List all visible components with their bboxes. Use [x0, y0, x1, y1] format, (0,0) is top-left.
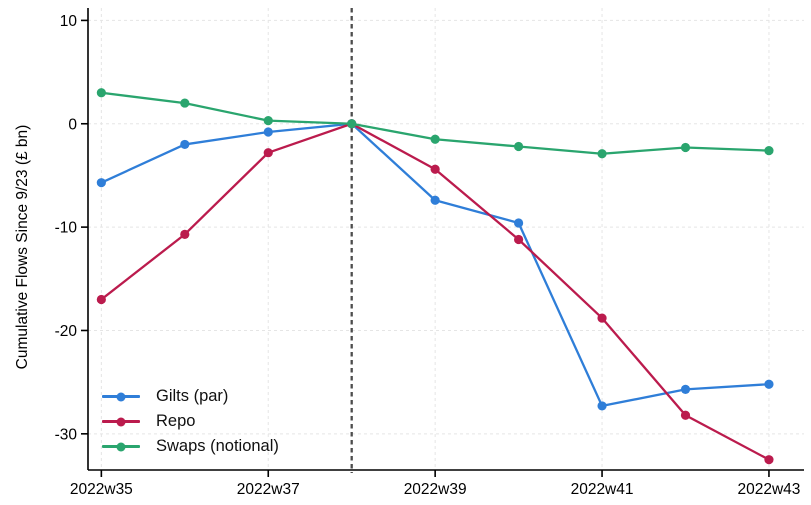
data-point-1 — [180, 229, 190, 239]
y-tick-label: -30 — [55, 426, 78, 443]
legend-line-marker-swaps — [102, 442, 140, 451]
data-point-0 — [597, 401, 607, 411]
data-point-1 — [680, 410, 691, 420]
data-point-2 — [764, 146, 774, 156]
legend-item-swaps: Swaps (notional) — [102, 437, 279, 456]
y-tick-label: -20 — [55, 323, 78, 340]
x-tick-label: 2022w37 — [237, 481, 300, 498]
data-point-0 — [680, 384, 691, 394]
legend-label-repo: Repo — [156, 412, 196, 430]
data-point-0 — [514, 218, 524, 228]
legend-line-marker-gilts — [102, 392, 140, 401]
data-point-1 — [764, 455, 774, 465]
legend-item-gilts: Gilts (par) — [102, 387, 279, 406]
data-point-0 — [764, 379, 774, 389]
data-point-0 — [180, 139, 190, 150]
legend-label-gilts: Gilts (par) — [156, 387, 229, 405]
data-point-0 — [263, 127, 273, 137]
y-tick-label: 0 — [68, 116, 77, 133]
data-point-2 — [680, 142, 691, 153]
data-point-1 — [263, 148, 273, 158]
data-point-2 — [180, 98, 190, 108]
data-point-1 — [430, 164, 440, 174]
x-tick-label: 2022w41 — [571, 481, 634, 498]
data-point-1 — [96, 294, 106, 305]
y-tick-label: -10 — [55, 220, 78, 237]
legend-label-swaps: Swaps (notional) — [156, 437, 279, 455]
legend-line-marker-repo — [102, 417, 140, 426]
data-point-0 — [430, 195, 440, 205]
data-point-2 — [514, 141, 524, 152]
data-point-2 — [597, 149, 607, 159]
x-tick-label: 2022w43 — [737, 481, 800, 498]
data-point-2 — [430, 134, 440, 144]
data-point-1 — [514, 234, 524, 245]
chart-legend: Gilts (par) Repo Swaps (notional) — [102, 387, 279, 456]
data-point-2 — [347, 119, 357, 129]
data-point-2 — [96, 88, 106, 98]
x-tick-label: 2022w35 — [70, 481, 133, 498]
legend-item-repo: Repo — [102, 412, 279, 431]
y-tick-label: 10 — [60, 13, 78, 30]
y-axis-title: Cumulative Flows Since 9/23 (£ bn) — [14, 125, 31, 370]
data-point-1 — [597, 313, 607, 323]
x-tick-label: 2022w39 — [404, 481, 467, 498]
data-point-0 — [96, 178, 106, 188]
data-point-2 — [263, 116, 273, 126]
